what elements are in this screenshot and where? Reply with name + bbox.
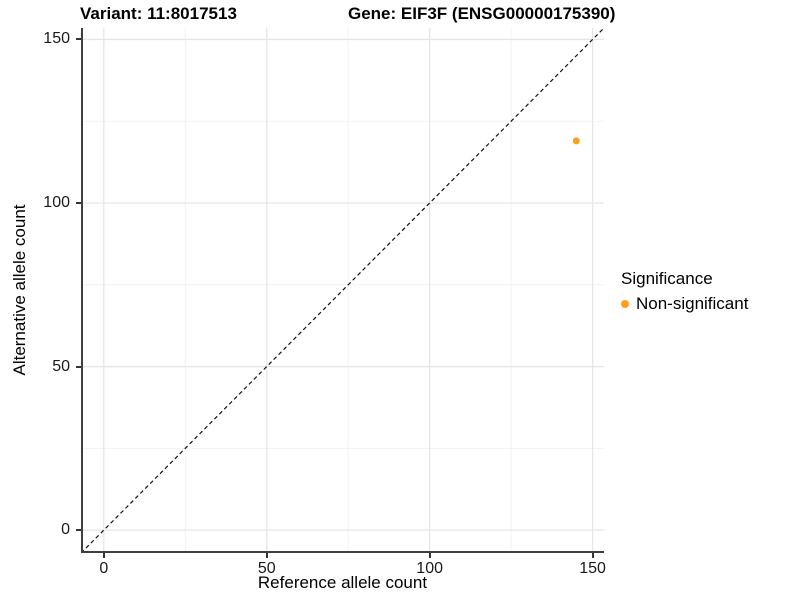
x-tick-label: 100	[416, 560, 444, 577]
y-tick-label: 100	[43, 194, 70, 211]
x-tick-label: 50	[257, 560, 276, 577]
x-tick-mark	[428, 553, 431, 558]
legend-item-label: Non-significant	[636, 294, 749, 313]
y-tick-label: 150	[43, 30, 70, 48]
legend-title: Significance	[621, 269, 713, 288]
data-point	[572, 137, 580, 145]
plot-panel	[81, 28, 604, 553]
x-tick-mark	[591, 553, 594, 558]
y-tick-label: 50	[52, 357, 70, 375]
gene-title: Gene: EIF3F (ENSG00000175390)	[348, 4, 616, 23]
y-tick-mark	[76, 529, 81, 532]
y-tick-label: 0	[61, 521, 70, 539]
y-tick-mark	[76, 202, 81, 204]
x-tick-mark	[265, 553, 268, 558]
legend: Significance Non-significant	[621, 269, 748, 314]
y-tick-mark	[76, 365, 81, 368]
x-axis-title: Reference allele count	[257, 573, 428, 592]
legend-point-icon	[621, 300, 629, 308]
variant-title: Variant: 11:8017513	[80, 4, 237, 23]
x-tick-label: 150	[579, 560, 606, 577]
legend-item-non-significant: Non-significant	[621, 294, 748, 314]
x-tick-label: 0	[99, 560, 109, 577]
identity-line	[81, 28, 604, 553]
x-tick-mark	[102, 553, 105, 558]
chart-canvas	[81, 28, 604, 553]
y-tick-mark	[76, 38, 81, 41]
y-axis-title: Alternative allele count	[10, 204, 29, 376]
